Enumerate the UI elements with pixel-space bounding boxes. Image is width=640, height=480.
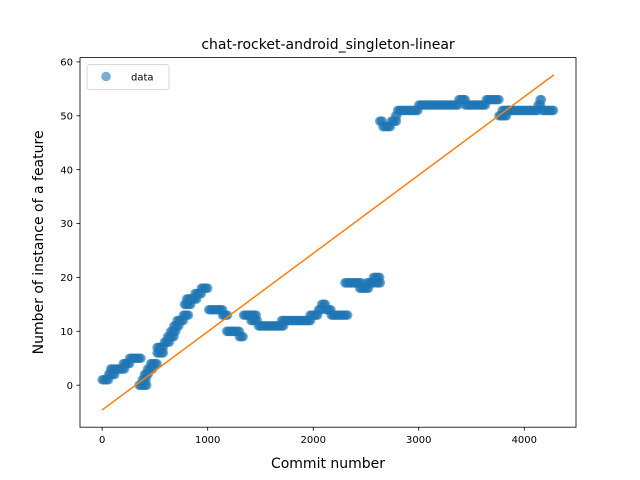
data-point [136,353,146,364]
legend-marker-data [101,71,111,82]
data-point [536,94,547,105]
data-point [548,105,559,116]
y-tick-label: 0 [67,381,73,392]
data-point [202,283,213,294]
data-point [222,310,233,320]
data-point [183,310,194,320]
data-point [342,310,353,320]
x-axis-label: Commit number [271,456,385,472]
x-tick-label: 1000 [195,435,220,446]
chart-title: chat-rocket-android_singleton-linear [201,37,455,53]
x-tick-label: 0 [99,435,105,446]
legend-label-data: data [131,73,154,84]
scatter-points [97,94,559,390]
y-axis-label: Number of instance of a feature [31,130,47,354]
y-tick-label: 30 [60,219,73,230]
y-tick-label: 10 [60,327,73,338]
fit-line-layer [101,74,555,411]
x-axis-ticks: 0 1000 2000 3000 4000 [99,427,537,446]
y-tick-label: 40 [60,165,73,176]
fit-line [101,74,555,411]
data-point [152,358,162,369]
data-point [238,331,248,342]
plot-frame [79,57,577,428]
y-axis-ticks: 0 10 20 30 40 50 60 [60,58,80,392]
y-tick-label: 20 [60,273,73,284]
y-tick-label: 60 [60,58,73,69]
legend-box [86,64,170,90]
x-tick-label: 3000 [406,435,431,446]
x-tick-label: 2000 [300,435,325,446]
x-tick-label: 4000 [512,435,537,446]
data-point [494,94,504,105]
data-point [375,278,386,288]
y-tick-label: 50 [60,111,73,122]
legend: data [86,64,170,90]
